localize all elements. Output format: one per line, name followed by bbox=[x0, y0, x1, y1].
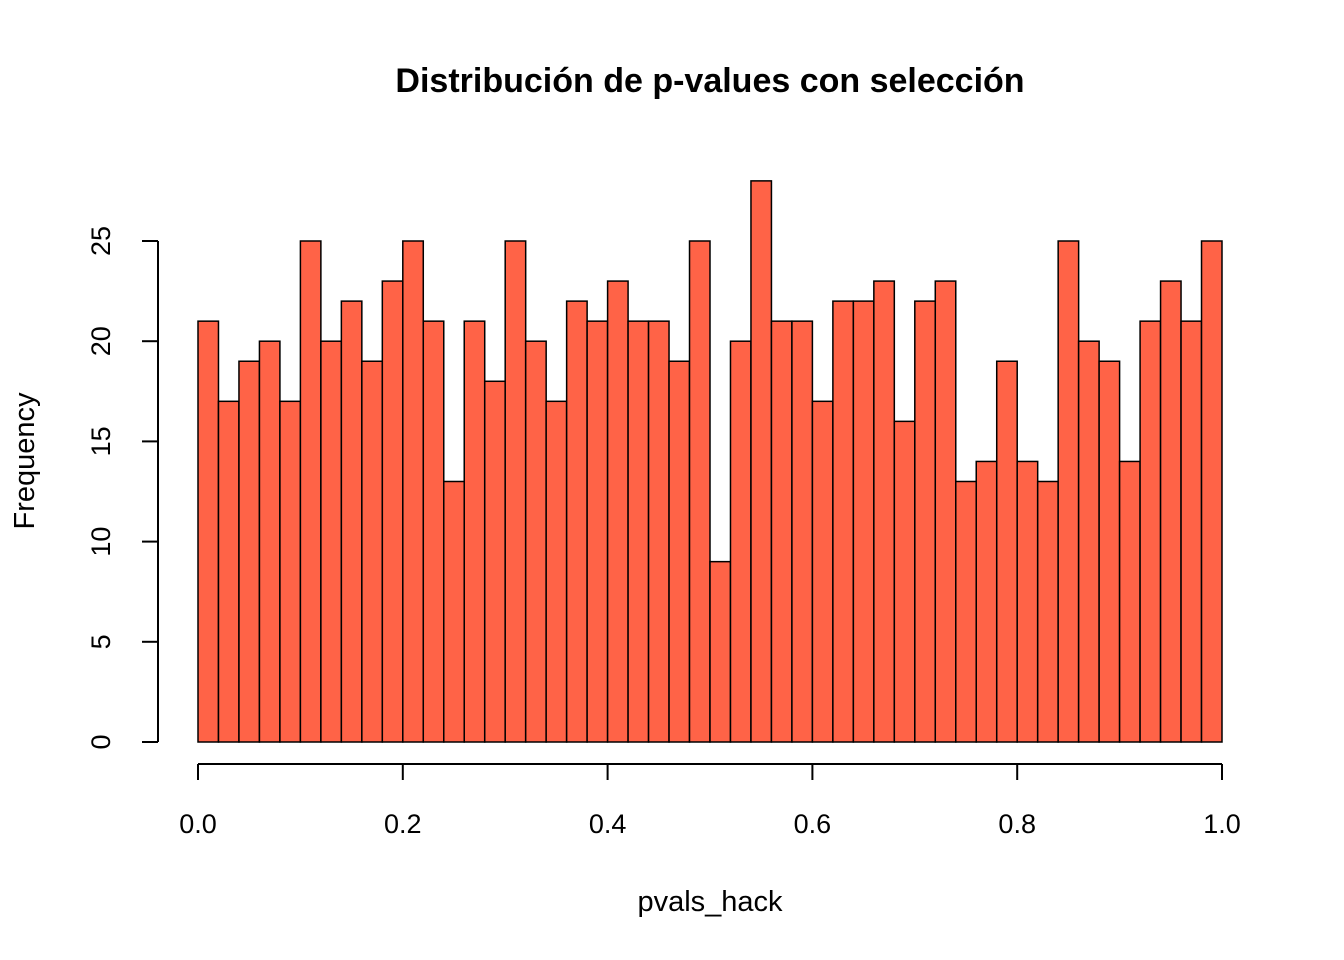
histogram-bar bbox=[238, 360, 261, 743]
histogram-bar bbox=[914, 300, 937, 743]
histogram-bar bbox=[873, 280, 896, 743]
histogram-bar bbox=[320, 340, 343, 743]
histogram-bar bbox=[627, 320, 650, 743]
histogram-bar bbox=[402, 240, 425, 743]
histogram-bar bbox=[1098, 360, 1121, 743]
histogram-bar bbox=[1139, 320, 1162, 743]
histogram-bar bbox=[340, 300, 363, 743]
histogram-bar bbox=[443, 480, 465, 743]
histogram-bar bbox=[279, 400, 302, 743]
histogram-bar bbox=[1118, 460, 1141, 743]
histogram-bar bbox=[258, 340, 281, 743]
histogram-bar bbox=[1036, 480, 1059, 743]
histogram-bar bbox=[1077, 340, 1100, 743]
y-tick-label: 25 bbox=[86, 226, 116, 256]
histogram-bar bbox=[197, 320, 220, 743]
histogram-bar bbox=[381, 280, 404, 743]
x-tick-label: 0.4 bbox=[589, 809, 627, 839]
x-tick-label: 0.0 bbox=[179, 809, 217, 839]
histogram-bar bbox=[688, 240, 711, 743]
x-tick-label: 0.2 bbox=[384, 809, 422, 839]
histogram-bar bbox=[975, 460, 998, 743]
histogram-bar bbox=[524, 340, 547, 743]
x-tick-label: 0.8 bbox=[998, 809, 1036, 839]
histogram-bar bbox=[1200, 240, 1223, 743]
bars-group bbox=[197, 180, 1223, 743]
histogram-bar bbox=[1159, 280, 1182, 743]
x-axis-label: pvals_hack bbox=[637, 886, 783, 918]
histogram-bar bbox=[299, 240, 322, 743]
histogram-bar bbox=[709, 560, 732, 743]
histogram-bar bbox=[1016, 460, 1039, 743]
histogram-bar bbox=[770, 320, 793, 743]
y-tick-label: 10 bbox=[86, 527, 116, 557]
y-tick-label: 15 bbox=[86, 426, 116, 456]
histogram-bar bbox=[361, 360, 384, 743]
histogram-bar bbox=[750, 180, 773, 743]
x-tick-label: 1.0 bbox=[1203, 809, 1241, 839]
y-tick-label: 0 bbox=[86, 734, 116, 749]
histogram-bar bbox=[832, 300, 855, 743]
histogram-bar bbox=[668, 360, 691, 743]
histogram-bar bbox=[545, 400, 568, 743]
histogram-bar bbox=[586, 320, 609, 743]
histogram-bar bbox=[955, 480, 977, 743]
x-axis: 0.0 0.2 0.4 0.6 0.8 1.0 bbox=[179, 763, 1241, 839]
y-axis-label: Frequency bbox=[9, 392, 41, 530]
histogram-bar bbox=[729, 340, 752, 743]
histogram-bar bbox=[1180, 320, 1203, 743]
histogram-bar bbox=[995, 360, 1018, 743]
histogram-bar bbox=[852, 300, 875, 743]
histogram-bar bbox=[422, 320, 445, 743]
histogram-bar bbox=[791, 320, 814, 743]
histogram-bar bbox=[463, 320, 486, 743]
x-tick-label: 0.6 bbox=[794, 809, 832, 839]
histogram-bar bbox=[483, 380, 506, 743]
histogram-bar bbox=[1057, 240, 1080, 743]
histogram-bar bbox=[934, 280, 957, 743]
histogram-bar bbox=[565, 300, 588, 743]
y-tick-label: 20 bbox=[86, 326, 116, 356]
histogram-bar bbox=[893, 420, 916, 743]
histogram-bar bbox=[504, 240, 527, 743]
y-axis: 0 5 10 15 20 25 bbox=[86, 226, 159, 750]
histogram-bar bbox=[217, 400, 240, 743]
y-tick-label: 5 bbox=[86, 634, 116, 649]
histogram-bar bbox=[811, 400, 834, 743]
chart-title: Distribución de p-values con selección bbox=[395, 62, 1024, 100]
histogram-bar bbox=[606, 280, 629, 743]
histogram-bar bbox=[647, 320, 670, 743]
